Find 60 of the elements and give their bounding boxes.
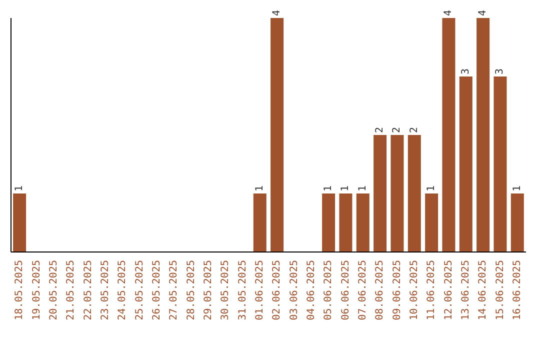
x-tick-label: 21.05.2025: [66, 260, 77, 320]
bar: [356, 194, 370, 252]
data-label: 1: [426, 185, 438, 192]
bar: [494, 76, 507, 252]
data-label: 4: [443, 10, 454, 16]
x-tick-label: 06.06.2025: [340, 260, 352, 320]
x-tick-label: 24.05.2025: [117, 260, 128, 320]
bar: [270, 18, 284, 252]
bar: [476, 18, 490, 252]
x-tick-label: 19.05.2025: [31, 260, 42, 320]
x-tick-label: 04.06.2025: [306, 260, 317, 320]
data-label: 1: [14, 185, 26, 192]
x-tick-label: 01.06.2025: [254, 260, 266, 320]
data-label: 4: [478, 10, 489, 16]
x-tick-label: 23.05.2025: [100, 260, 111, 320]
x-tick-label: 26.05.2025: [151, 260, 162, 320]
data-label: 3: [460, 68, 472, 74]
x-tick-label: 09.06.2025: [392, 260, 403, 320]
bar: [425, 194, 438, 252]
bar: [408, 135, 421, 252]
data-label: 3: [494, 68, 506, 74]
data-label: 1: [323, 185, 334, 192]
x-tick-label: 29.05.2025: [202, 260, 214, 320]
bar: [459, 76, 472, 252]
data-label: 4: [272, 10, 283, 16]
x-tick-label: 11.06.2025: [426, 260, 438, 320]
x-tick-label: 08.06.2025: [374, 260, 386, 320]
x-tick-label: 07.06.2025: [357, 260, 368, 320]
x-tick-label: 13.06.2025: [460, 260, 472, 320]
data-label: 2: [408, 126, 420, 133]
data-label: 1: [254, 185, 266, 192]
bar: [510, 194, 524, 252]
x-tick-label: 22.05.2025: [82, 260, 94, 320]
x-tick-label: 18.05.2025: [14, 260, 26, 320]
bar: [339, 194, 352, 252]
bar: [442, 18, 456, 252]
x-tick-label: 20.05.2025: [48, 260, 60, 320]
data-label: 1: [512, 185, 523, 192]
x-tick-label: 28.05.2025: [186, 260, 197, 320]
bar: [322, 194, 336, 252]
x-tick-label: 27.05.2025: [168, 260, 180, 320]
bar: [13, 194, 26, 252]
bar: [390, 135, 404, 252]
x-tick-label: 25.05.2025: [134, 260, 146, 320]
x-tick-label: 31.05.2025: [237, 260, 248, 320]
data-label: 2: [392, 126, 403, 133]
bar: [253, 194, 266, 252]
x-tick-label: 12.06.2025: [443, 260, 454, 320]
x-tick-label: 03.06.2025: [288, 260, 300, 320]
x-tick-label: 05.06.2025: [323, 260, 334, 320]
data-label: 1: [357, 185, 368, 192]
data-label: 2: [374, 126, 386, 133]
data-label: 1: [340, 185, 352, 192]
bar: [374, 135, 387, 252]
x-tick-label: 14.06.2025: [478, 260, 489, 320]
x-tick-label: 16.06.2025: [512, 260, 523, 320]
x-tick-label: 15.06.2025: [494, 260, 506, 320]
x-tick-label: 10.06.2025: [408, 260, 420, 320]
x-tick-label: 30.05.2025: [220, 260, 232, 320]
x-tick-label: 02.06.2025: [272, 260, 283, 320]
